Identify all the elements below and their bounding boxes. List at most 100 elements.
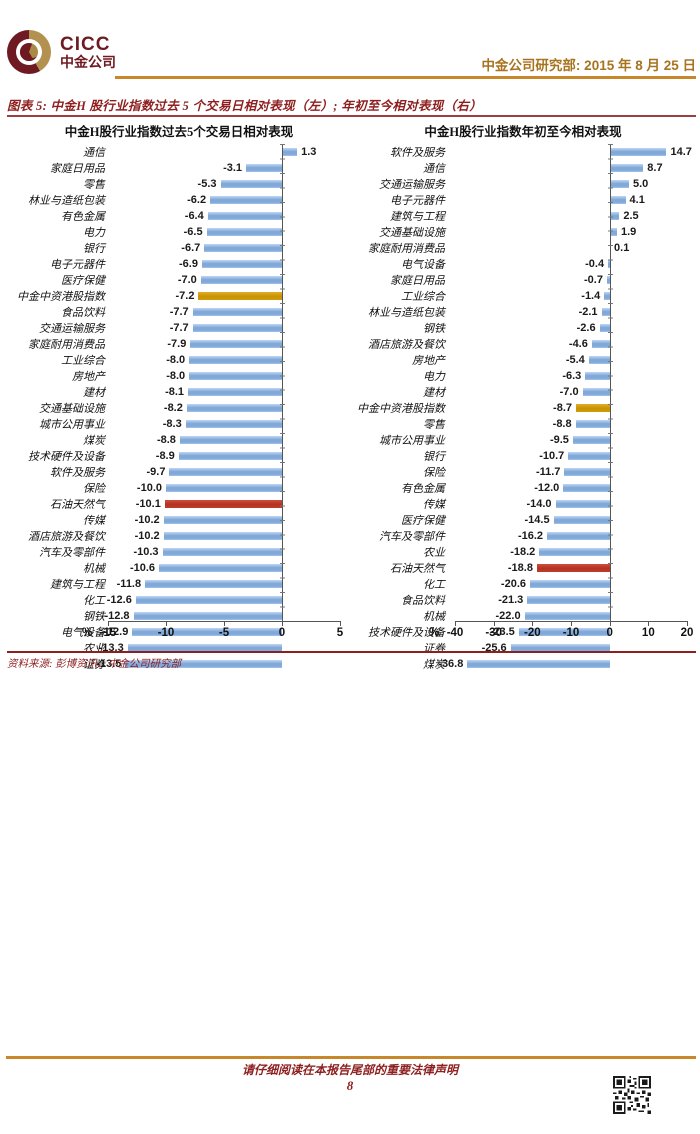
- bar: [591, 340, 610, 348]
- chart-row: 酒店旅游及餐饮 -4.6: [352, 336, 694, 352]
- value-label: 1.3: [301, 146, 317, 158]
- chart-row: 建筑与工程 2.5: [352, 208, 694, 224]
- value-label: -8.8: [156, 434, 176, 446]
- axis-tick: [687, 621, 688, 626]
- category-label: 煤炭: [423, 659, 445, 671]
- chart-row: 证券 -13.5: [8, 656, 350, 672]
- logo-primary-text: CICC: [60, 34, 111, 56]
- bar-track: -12.9: [103, 624, 340, 640]
- category-axis-ticks: [607, 144, 613, 621]
- axis-tick: [166, 621, 167, 626]
- header-divider: [115, 76, 696, 79]
- chart-ytd-relative: 中金H股行业指数年初至今相对表现 软件及服务 14.7 通信 8.7 交通运输服务 5.0…: [352, 122, 694, 671]
- cicc-logo-text: CICC 中金公司: [60, 35, 116, 69]
- category-label: 化工: [83, 595, 105, 607]
- value-label: -8.0: [166, 354, 186, 366]
- category-label: 建筑与工程: [50, 579, 105, 591]
- bar: [189, 356, 282, 364]
- chart-row: 交通基础设施 1.9: [352, 224, 694, 240]
- chart-row: 技术硬件及设备 -23.5: [352, 624, 694, 640]
- bar-track: -1.4: [455, 288, 687, 304]
- value-label: -7.0: [559, 386, 579, 398]
- category-label: 电力: [83, 227, 105, 239]
- bar: [125, 660, 282, 668]
- category-label: 保险: [423, 467, 445, 479]
- bar-track: -9.7: [108, 464, 340, 480]
- bar-track: -8.1: [108, 384, 340, 400]
- bar-track: -2.6: [455, 320, 687, 336]
- chart-title: 中金H股行业指数年初至今相对表现: [424, 125, 622, 139]
- value-label: 5.0: [633, 178, 649, 190]
- bar-track: 1.9: [455, 224, 687, 240]
- bar: [133, 612, 282, 620]
- axis-tick-label: -30: [485, 627, 502, 639]
- bar: [178, 452, 282, 460]
- category-label: 石油天然气: [390, 563, 445, 575]
- bar-track: -10.7: [455, 448, 687, 464]
- chart-row: 软件及服务 -9.7: [8, 464, 350, 480]
- value-label: -2.1: [578, 306, 598, 318]
- source-divider: [7, 651, 696, 653]
- category-label: 技术硬件及设备: [368, 627, 445, 639]
- chart-row: 建材 -7.0: [352, 384, 694, 400]
- bar-track: -8.8: [108, 432, 340, 448]
- category-label: 传媒: [423, 499, 445, 511]
- chart-row: 农业 -18.2: [352, 544, 694, 560]
- bar: [572, 436, 610, 444]
- chart-row: 林业与造纸包装 -2.1: [352, 304, 694, 320]
- value-label: -7.7: [169, 322, 189, 334]
- category-label: 交通运输服务: [379, 179, 445, 191]
- category-label: 钢铁: [423, 323, 445, 335]
- bar-track: -10.0: [108, 480, 340, 496]
- value-label: -10.2: [134, 514, 160, 526]
- axis-tick-label: 20: [680, 627, 694, 639]
- value-label: -21.3: [498, 594, 524, 606]
- category-axis-ticks: [280, 144, 285, 621]
- value-label: -5.4: [565, 354, 585, 366]
- bar: [564, 468, 610, 476]
- value-label: -4.6: [568, 338, 588, 350]
- axis-tick: [609, 621, 611, 626]
- bar-track: -22.0: [455, 608, 687, 624]
- qr-code-icon: [613, 1076, 651, 1114]
- chart-row: 银行 -10.7: [352, 448, 694, 464]
- category-label: 电力: [423, 371, 445, 383]
- axis-unit-label: %: [82, 627, 93, 639]
- bar-track: -0.4: [455, 256, 687, 272]
- value-label: -8.7: [553, 402, 573, 414]
- bar: [204, 244, 282, 252]
- bar: [530, 580, 610, 588]
- chart-5day-relative: 中金H股行业指数过去5个交易日相对表现 通信 1.3 家庭日用品 -3.1 零售 -5.3…: [8, 122, 350, 671]
- bar-track: 1.3: [108, 144, 340, 160]
- chart-row: 工业综合 -8.0: [8, 352, 350, 368]
- value-label: 2.5: [623, 210, 639, 222]
- bar-track: -6.2: [108, 192, 340, 208]
- page-number: 8: [346, 1078, 354, 1093]
- bar: [189, 372, 282, 380]
- bar-track: -8.8: [455, 416, 687, 432]
- chart-row: 石油天然气 -18.8: [352, 560, 694, 576]
- bar: [510, 644, 610, 652]
- category-label: 软件及服务: [50, 467, 105, 479]
- chart-plot-area: 通信 1.3 家庭日用品 -3.1 零售 -5.3 林业与造纸包装 -6.2 有色金属 -6.4 电…: [8, 144, 350, 671]
- category-label: 零售: [423, 419, 445, 431]
- category-label: 城市公用事业: [39, 419, 105, 431]
- bar: [192, 308, 282, 316]
- category-label: 石油天然气: [50, 499, 105, 511]
- bar: [162, 548, 282, 556]
- axis-tick: [532, 621, 534, 626]
- axis-tick-label: -10: [157, 627, 175, 639]
- bar: [568, 452, 610, 460]
- value-label: -6.7: [181, 242, 201, 254]
- category-label: 汽车及零部件: [39, 547, 105, 559]
- value-label: -5.3: [197, 178, 217, 190]
- category-label: 软件及服务: [390, 147, 445, 159]
- axis-tick-label: 10: [641, 627, 655, 639]
- value-label: -14.5: [524, 514, 550, 526]
- category-label: 证券: [83, 659, 105, 671]
- bar: [206, 228, 282, 236]
- bar: [609, 212, 620, 220]
- chart-row: 家庭耐用消费品 0.1: [352, 240, 694, 256]
- bar-track: -12.8: [104, 608, 340, 624]
